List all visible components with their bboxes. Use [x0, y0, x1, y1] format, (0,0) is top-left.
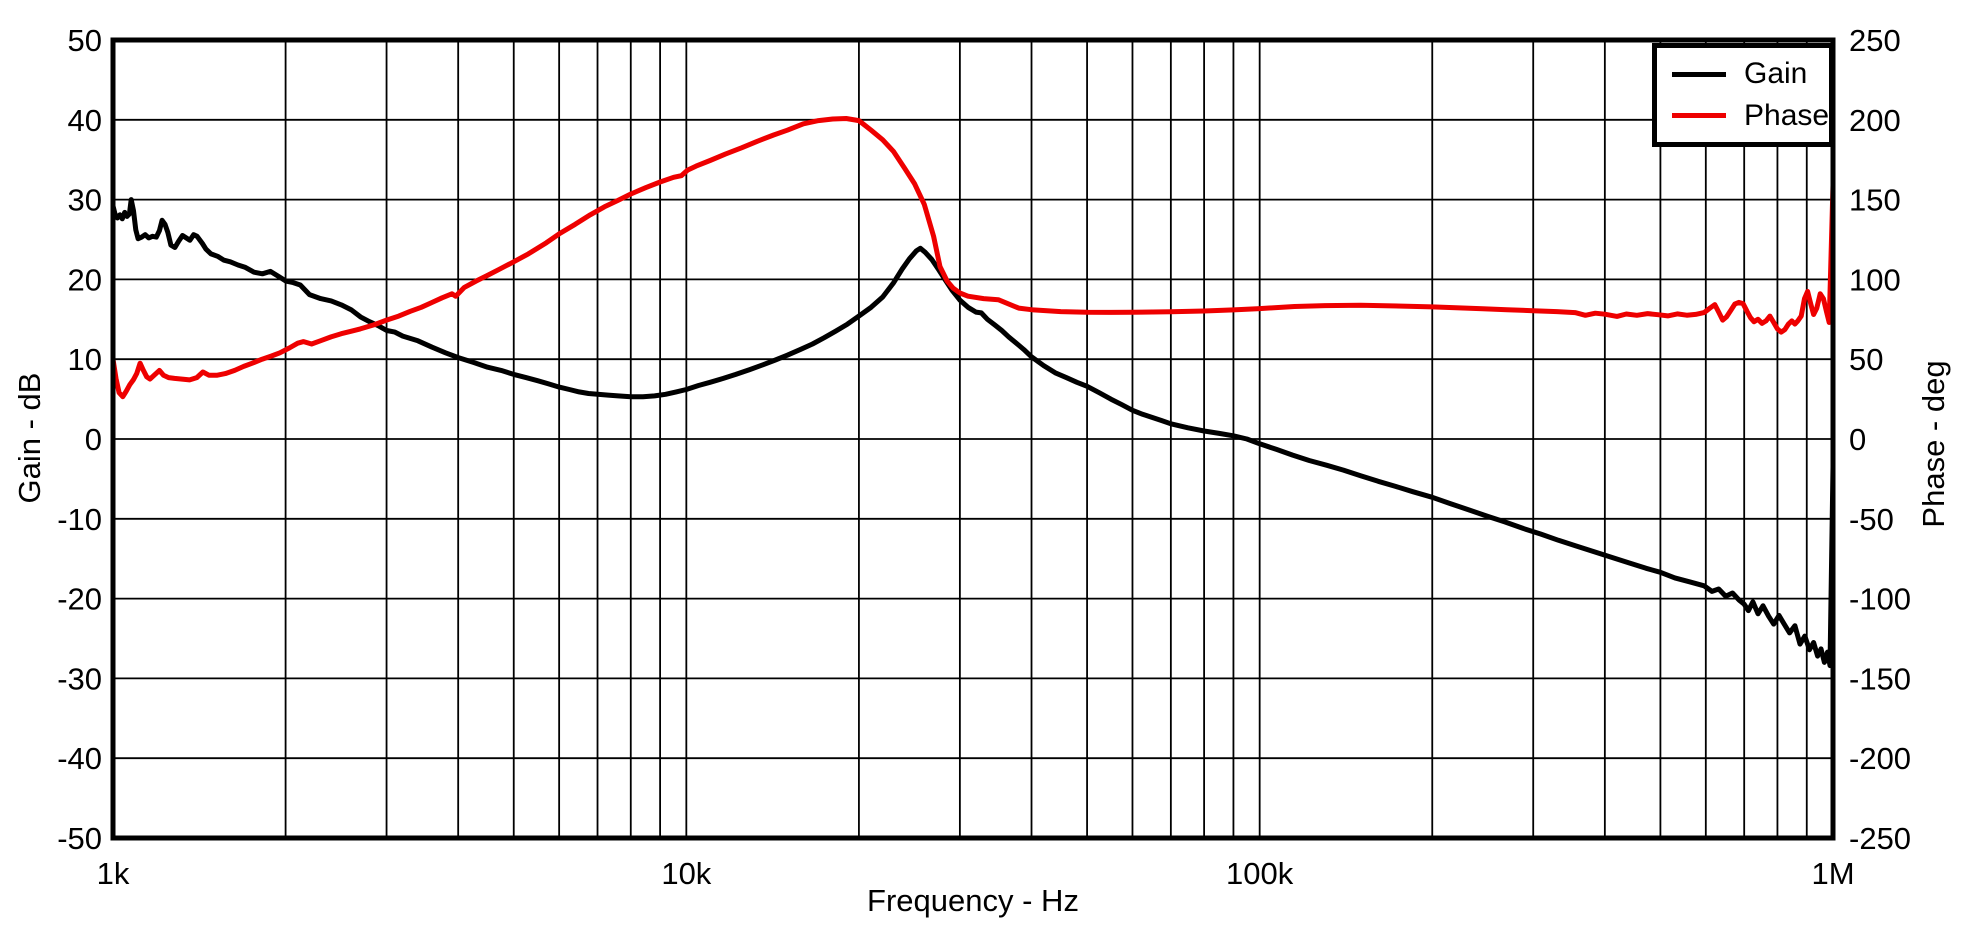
y-left-tick-label: 50 [68, 23, 102, 58]
y-right-tick-label: -50 [1849, 502, 1894, 537]
y-right-tick-label: 100 [1849, 262, 1901, 297]
y-left-tick-label: -30 [57, 661, 102, 696]
phase-curve [110, 116, 1836, 400]
y-left-tick-label: 20 [68, 262, 102, 297]
y-right-tick-label: 50 [1849, 342, 1883, 377]
y-right-tick-label: -100 [1849, 582, 1911, 617]
y-right-tick-label: 250 [1849, 23, 1901, 58]
plot-layer: 50403020100-10-20-30-40-5025020015010050… [57, 23, 1911, 891]
gain-curve [110, 197, 1836, 669]
x-tick-label: 10k [661, 856, 711, 891]
right-axis-title: Phase - deg [1916, 360, 1951, 527]
y-left-tick-label: 40 [68, 103, 102, 138]
legend-label-phase: Phase [1744, 98, 1830, 132]
y-right-tick-label: 0 [1849, 422, 1866, 457]
y-right-tick-label: 150 [1849, 183, 1901, 218]
y-right-tick-label: -150 [1849, 661, 1911, 696]
x-tick-label: 1k [97, 856, 130, 891]
plot-border [110, 37, 1836, 841]
legend-label-gain: Gain [1744, 57, 1808, 91]
phase-line-swatch [1672, 113, 1726, 119]
y-left-tick-label: -50 [57, 821, 102, 856]
legend-entry-phase: Phase [1672, 98, 1830, 132]
y-left-tick-label: -20 [57, 582, 102, 617]
y-left-tick-label: -40 [57, 741, 102, 776]
y-right-tick-label: 200 [1849, 103, 1901, 138]
y-right-tick-label: -250 [1849, 821, 1911, 856]
x-tick-label: 1M [1811, 856, 1854, 891]
legend-entry-gain: Gain [1672, 59, 1829, 89]
legend: Gain Phase [1652, 43, 1834, 147]
x-axis-title: Frequency - Hz [867, 883, 1079, 918]
y-left-tick-label: 30 [68, 183, 102, 218]
y-left-tick-label: 10 [68, 342, 102, 377]
y-right-tick-label: -200 [1849, 741, 1911, 776]
gain-line-swatch [1672, 71, 1726, 77]
x-tick-label: 100k [1226, 856, 1294, 891]
y-left-tick-label: -10 [57, 502, 102, 537]
left-axis-title: Gain - dB [12, 373, 47, 504]
y-left-tick-label: 0 [85, 422, 102, 457]
